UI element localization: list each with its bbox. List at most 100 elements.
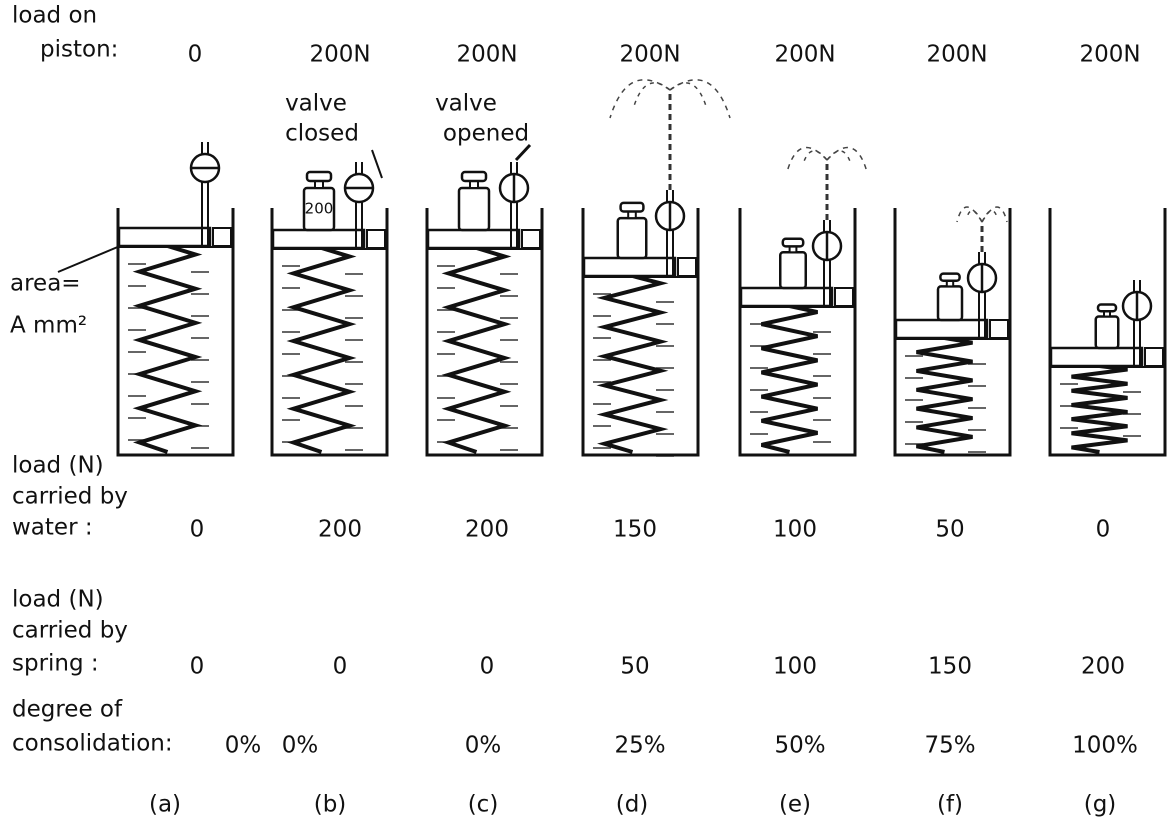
- water-load: 150: [613, 517, 657, 543]
- piston-stub: [1144, 347, 1164, 367]
- panel-label: (g): [1084, 792, 1117, 818]
- water-spray: [981, 206, 1008, 223]
- container: [581, 208, 700, 457]
- water-spray: [981, 209, 998, 223]
- row-label: carried by: [12, 618, 128, 644]
- row-label: piston:: [40, 37, 118, 63]
- piston-stub: [521, 229, 541, 249]
- spring: [441, 246, 512, 454]
- annotation: valve: [285, 91, 347, 117]
- water-load: 50: [935, 517, 964, 543]
- container: [425, 208, 544, 457]
- piston: [582, 256, 677, 278]
- water-spray: [669, 79, 731, 119]
- consolidation-degree: 75%: [924, 733, 975, 759]
- water-spray: [956, 206, 983, 223]
- spring: [916, 336, 973, 454]
- load-value: 0: [188, 42, 203, 68]
- water-spray: [786, 146, 828, 173]
- row-label: degree of: [12, 697, 123, 723]
- panel-label: (b): [314, 792, 347, 818]
- water-spray: [802, 150, 828, 165]
- piston: [894, 318, 989, 340]
- row-label: consolidation:: [12, 731, 173, 757]
- leader-line: [57, 245, 121, 273]
- container: [116, 208, 235, 457]
- weight: [1094, 315, 1120, 350]
- spring: [596, 274, 669, 454]
- row-label: load (N): [12, 453, 104, 479]
- consolidation-degree: 50%: [774, 733, 825, 759]
- weight-handle: [305, 170, 333, 183]
- piston-stub: [212, 227, 232, 247]
- panel-label: (f): [937, 792, 963, 818]
- weight: [936, 285, 964, 322]
- load-value: 200N: [1079, 42, 1140, 68]
- annotation: valve: [435, 91, 497, 117]
- piston-stub: [677, 257, 697, 277]
- pointer-arrow: [514, 143, 532, 162]
- piston-stub: [366, 229, 386, 249]
- spring-load: 100: [773, 654, 817, 680]
- water-spray: [669, 82, 707, 107]
- water-spray: [609, 79, 671, 119]
- load-value: 200N: [926, 42, 987, 68]
- spring-load: 0: [333, 654, 348, 680]
- spring-load: 0: [480, 654, 495, 680]
- consolidation-degree: 100%: [1072, 733, 1138, 759]
- consolidation-degree: 0%: [282, 733, 319, 759]
- panel-label: (d): [616, 792, 649, 818]
- weight: [616, 216, 648, 260]
- weight: [457, 186, 491, 232]
- piston: [1049, 346, 1144, 368]
- annotation: opened: [443, 121, 529, 147]
- piston: [739, 286, 834, 308]
- piston: [271, 228, 366, 250]
- pointer-arrow: [371, 149, 383, 179]
- row-label: load on: [12, 3, 97, 29]
- piston: [426, 228, 521, 250]
- water-spray: [826, 150, 852, 165]
- consolidation-degree: 25%: [614, 733, 665, 759]
- spring-load: 50: [620, 654, 649, 680]
- spring: [132, 244, 203, 454]
- load-value: 200N: [456, 42, 517, 68]
- load-value: 200N: [309, 42, 370, 68]
- container: [1048, 208, 1167, 457]
- annotation: closed: [285, 121, 359, 147]
- water-spray: [826, 146, 868, 173]
- weight-handle: [460, 170, 488, 183]
- water-load: 0: [1096, 517, 1111, 543]
- water-spray: [633, 82, 671, 107]
- water-load: 100: [773, 517, 817, 543]
- weight: [779, 251, 807, 290]
- row-label: carried by: [12, 484, 128, 510]
- weight-handle: [619, 201, 645, 213]
- water-spray: [966, 209, 983, 223]
- weight-handle: [1096, 303, 1118, 313]
- water-load: 200: [465, 517, 509, 543]
- consolidation-degree: 0%: [225, 733, 262, 759]
- panel-label: (e): [779, 792, 811, 818]
- spring-load: 150: [928, 654, 972, 680]
- weight-label: 200: [305, 200, 334, 218]
- weight-handle: [939, 272, 961, 283]
- water-load: 200: [318, 517, 362, 543]
- annotation: area=: [10, 271, 81, 297]
- container: [270, 208, 389, 457]
- row-label: water :: [12, 515, 93, 541]
- load-value: 200N: [774, 42, 835, 68]
- spring: [761, 304, 818, 454]
- piston: [117, 226, 212, 248]
- spring-load: 200: [1081, 654, 1125, 680]
- piston-stub: [834, 287, 854, 307]
- container: [738, 208, 857, 457]
- spring: [286, 246, 357, 454]
- load-value: 200N: [619, 42, 680, 68]
- piston-stub: [989, 319, 1009, 339]
- container: [893, 208, 1012, 457]
- panel-label: (a): [149, 792, 181, 818]
- row-label: load (N): [12, 587, 104, 613]
- spring-load: 0: [190, 654, 205, 680]
